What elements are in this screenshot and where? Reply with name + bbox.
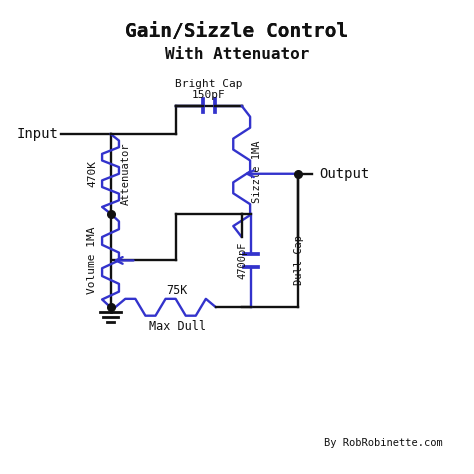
Text: With Attenuator: With Attenuator [165, 47, 309, 62]
Text: Max Dull: Max Dull [149, 320, 206, 333]
Text: 150pF: 150pF [192, 90, 226, 100]
Text: Input: Input [17, 127, 59, 141]
Text: By RobRobinette.com: By RobRobinette.com [324, 438, 443, 448]
Text: Gain/Sizzle Control: Gain/Sizzle Control [126, 21, 348, 40]
Text: Bright Cap: Bright Cap [175, 80, 243, 90]
Text: Attenuator: Attenuator [121, 143, 131, 205]
Text: 4700pF: 4700pF [237, 242, 247, 279]
Text: 75K: 75K [166, 284, 188, 297]
Text: Gain/Sizzle Control: Gain/Sizzle Control [126, 21, 348, 40]
Text: Dull Cap: Dull Cap [294, 236, 304, 285]
Text: 470K: 470K [87, 160, 97, 187]
Text: Output: Output [319, 167, 369, 181]
Text: Sizzle 1MA: Sizzle 1MA [252, 140, 262, 203]
Text: Volume 1MA: Volume 1MA [87, 227, 97, 294]
